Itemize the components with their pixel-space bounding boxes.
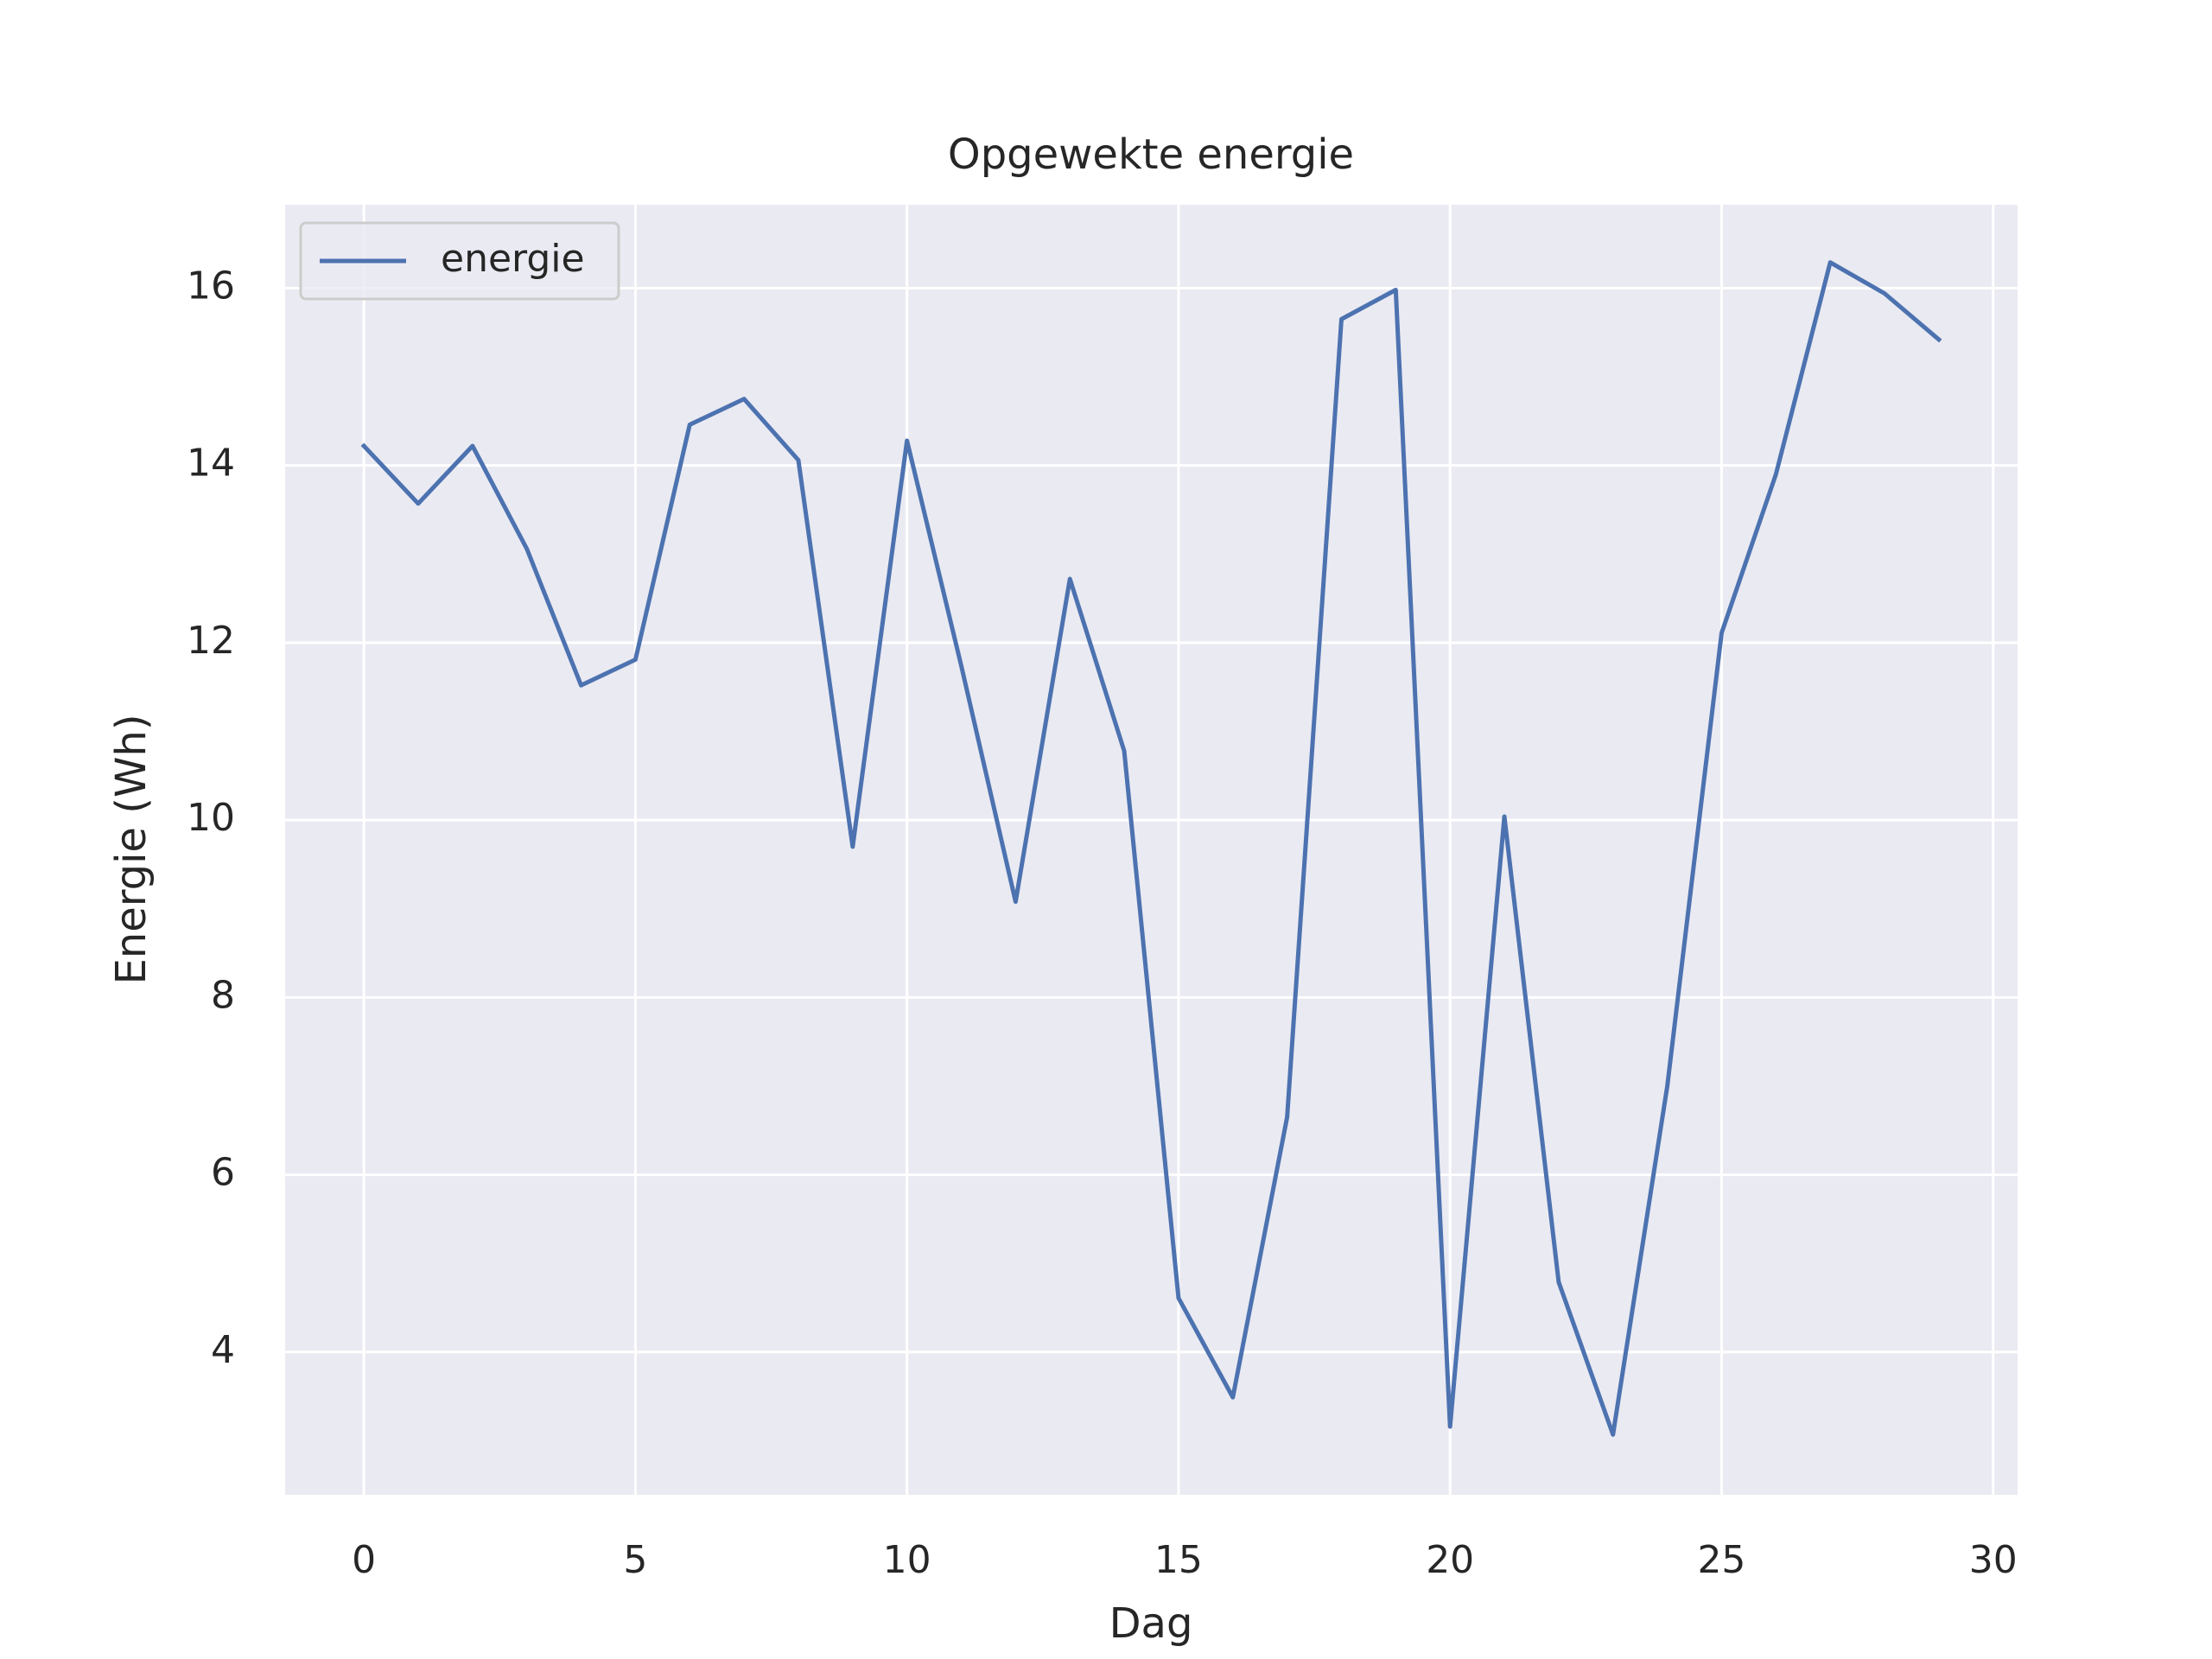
grid — [285, 205, 2018, 1495]
x-tick-label: 0 — [352, 1538, 376, 1582]
legend-label: energie — [441, 237, 585, 281]
y-tick-label: 8 — [211, 973, 235, 1017]
y-tick-label: 14 — [187, 442, 235, 486]
y-tick-label: 10 — [187, 796, 235, 840]
chart-title: Opgewekte energie — [948, 130, 1354, 179]
x-tick-label: 10 — [883, 1538, 931, 1582]
legend-box — [299, 221, 620, 301]
plot-area — [285, 205, 2018, 1495]
y-tick-label: 16 — [187, 264, 235, 308]
y-tick-label: 4 — [211, 1328, 235, 1372]
x-tick-label: 20 — [1426, 1538, 1474, 1582]
x-tick-label: 15 — [1154, 1538, 1203, 1582]
y-axis-label: Energie (Wh) — [107, 714, 156, 984]
legend: energie — [299, 221, 620, 301]
marks — [360, 260, 1942, 1437]
y-tick-label: 6 — [211, 1151, 235, 1195]
x-tick-label: 30 — [1969, 1538, 2018, 1582]
y-tick-label: 12 — [187, 619, 235, 663]
x-axis-label: Dag — [1109, 1599, 1193, 1648]
line-series — [360, 260, 1942, 1437]
x-tick-label: 5 — [623, 1538, 647, 1582]
x-tick-label: 25 — [1697, 1538, 1745, 1582]
